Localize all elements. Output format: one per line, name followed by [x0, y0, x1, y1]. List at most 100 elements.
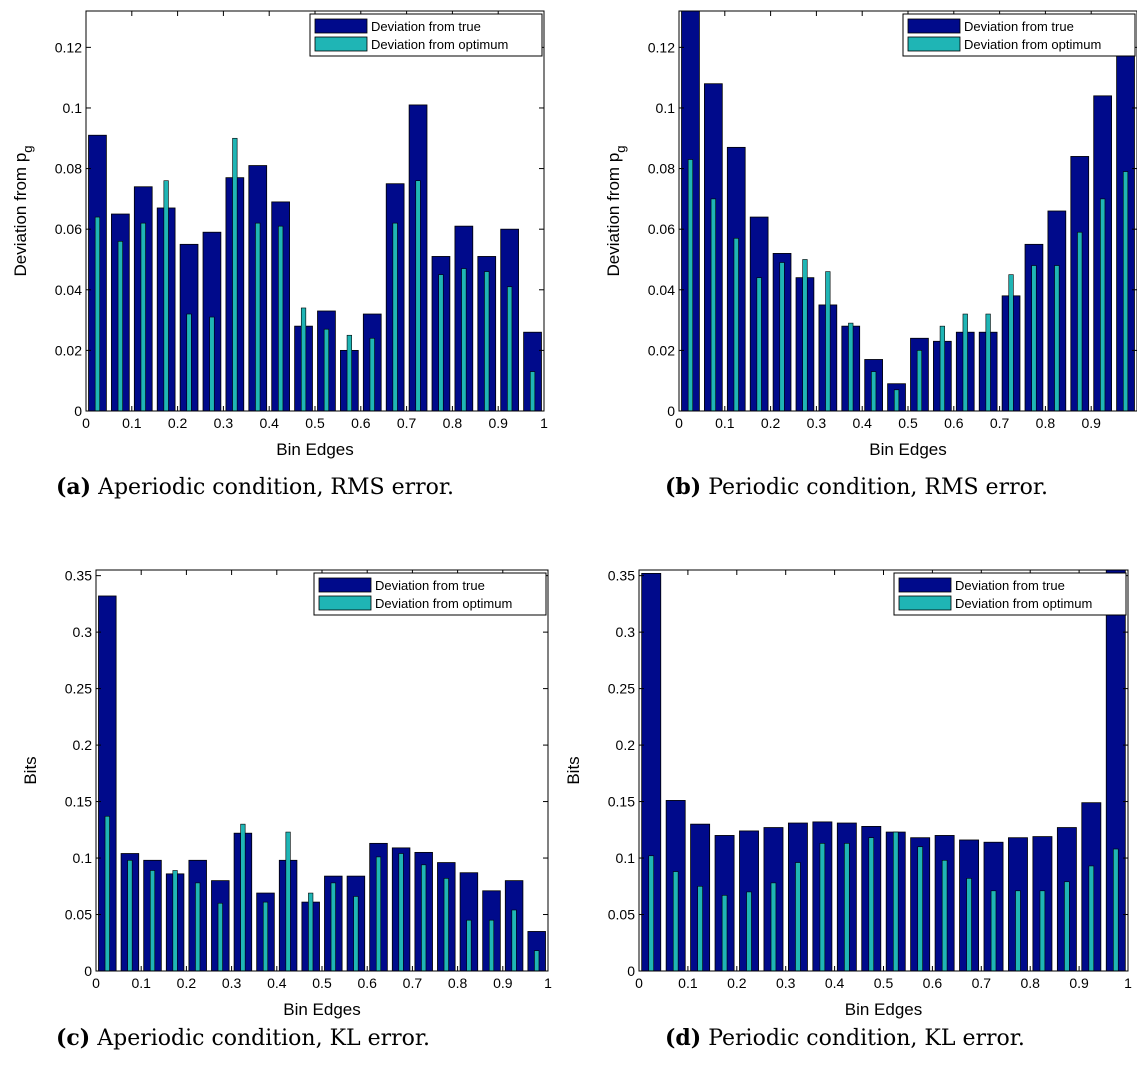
legend-label: Deviation from optimum	[371, 37, 508, 52]
y-tick-label: 0.05	[65, 907, 92, 923]
bar-optimum	[369, 337, 375, 412]
bar-optimum	[939, 325, 945, 412]
x-tick-label: 0.3	[807, 415, 827, 431]
x-tick-label: 0.9	[488, 415, 508, 431]
x-tick-label: 0.6	[357, 975, 377, 991]
x-axis-label: Bin Edges	[845, 1000, 923, 1019]
y-tick-label: 0.15	[608, 794, 635, 810]
legend-swatch	[907, 18, 961, 34]
x-tick-label: 1	[544, 975, 552, 991]
caption-tag: (b)	[665, 474, 702, 500]
bar-optimum	[232, 137, 238, 412]
chart-b: 0 0.1 0.2 0.3 0.4 0.5 0.6 0.7 0.8 0.9 0 0.02 0.04 0.0…	[604, 10, 1137, 459]
y-tick-label: 0	[627, 963, 635, 979]
caption-b: (b) Periodic condition, RMS error.	[665, 474, 1048, 500]
bar-optimum	[848, 322, 854, 412]
y-tick-label: 0.02	[55, 342, 82, 358]
caption-d: (d) Periodic condition, KL error.	[665, 1025, 1025, 1051]
bar-optimum	[186, 313, 192, 412]
x-tick-label: 0.7	[972, 975, 992, 991]
bar-optimum	[687, 159, 694, 412]
legend-swatch	[318, 595, 372, 611]
y-tick-label: 0.08	[648, 161, 675, 177]
x-tick-label: 0.3	[222, 975, 242, 991]
x-tick-label: 0.2	[761, 415, 781, 431]
x-axis-label: Bin Edges	[276, 440, 354, 459]
legend: Deviation from true Deviation from optimu…	[893, 572, 1127, 616]
legend-label: Deviation from optimum	[375, 596, 512, 611]
x-tick-label: 0.5	[874, 975, 894, 991]
x-tick-label: 0	[635, 975, 643, 991]
chart-panel-b: 0 0.1 0.2 0.3 0.4 0.5 0.6 0.7 0.8 0.9 0 0.02 0.04 0.0…	[585, 0, 1137, 530]
bar-optimum	[398, 853, 404, 972]
bar-optimum	[868, 837, 875, 972]
y-tick-label: 0.3	[73, 624, 93, 640]
legend: Deviation from true Deviation from optimu…	[902, 13, 1136, 57]
caption-text: Periodic condition, RMS error.	[708, 475, 1048, 500]
y-tick-label: 0.02	[648, 342, 675, 358]
x-tick-label: 0.4	[852, 415, 872, 431]
bar-optimum	[461, 268, 467, 412]
bar-optimum	[240, 823, 246, 972]
x-tick-label: 0.4	[267, 975, 287, 991]
x-tick-label: 0	[82, 415, 90, 431]
y-tick-label: 0.04	[55, 282, 82, 298]
bar-optimum	[375, 856, 382, 972]
bar-optimum	[529, 371, 536, 412]
bar-optimum	[648, 855, 654, 972]
bar-optimum	[127, 859, 133, 972]
y-axis-label: Bits	[21, 756, 40, 784]
chart-panel-a: 0 0.1 0.2 0.3 0.4 0.5 0.6 0.7 0.8 0.9 1 0 0.02 0.04 0.…	[0, 0, 560, 530]
caption-tag: (c)	[56, 1025, 91, 1051]
bar-optimum	[507, 286, 513, 412]
bar-optimum	[195, 882, 201, 972]
y-tick-label: 0.25	[608, 681, 635, 697]
caption-text: Aperiodic condition, RMS error.	[98, 475, 454, 500]
bar-optimum	[1122, 171, 1129, 412]
y-tick-label: 0	[667, 403, 675, 419]
y-tick-label: 0.25	[65, 681, 92, 697]
x-tick-label: 0.7	[397, 415, 417, 431]
x-tick-label: 0.7	[990, 415, 1010, 431]
bar-optimum	[484, 271, 490, 412]
y-tick-label: 0.08	[55, 161, 82, 177]
bar-optimum	[697, 885, 703, 972]
y-tick-label: 0.05	[608, 907, 635, 923]
bar-optimum	[285, 831, 291, 972]
x-tick-label: 0.7	[403, 975, 423, 991]
legend-swatch	[907, 36, 961, 52]
bar-optimum	[278, 225, 284, 412]
y-tick-label: 0.06	[648, 221, 675, 237]
bar-optimum	[966, 878, 972, 972]
legend-label: Deviation from optimum	[964, 37, 1101, 52]
bar-optimum	[962, 313, 968, 412]
bar-optimum	[721, 895, 728, 972]
x-tick-label: 0.8	[448, 975, 468, 991]
caption-c: (c) Aperiodic condition, KL error.	[56, 1025, 430, 1051]
bar-optimum	[1015, 890, 1021, 972]
y-tick-label: 0.1	[616, 850, 636, 866]
bar-optimum	[672, 871, 679, 972]
bar-optimum	[443, 878, 449, 972]
y-tick-label: 0.1	[73, 850, 93, 866]
x-axis-label: Bin Edges	[869, 440, 947, 459]
bar-optimum	[262, 901, 269, 972]
x-tick-label: 1	[1124, 975, 1132, 991]
bar-optimum	[330, 882, 336, 972]
caption-text: Aperiodic condition, KL error.	[97, 1026, 431, 1051]
legend-label: Deviation from true	[955, 578, 1065, 593]
bar-optimum	[438, 274, 444, 412]
x-tick-label: 0.1	[131, 975, 151, 991]
caption-text: Periodic condition, KL error.	[708, 1026, 1025, 1051]
bar-optimum	[1039, 890, 1046, 972]
y-tick-label: 0.35	[608, 568, 635, 584]
bar-optimum	[421, 864, 427, 972]
x-axis-label: Bin Edges	[283, 1000, 361, 1019]
chart-c: 0 0.1 0.2 0.3 0.4 0.5 0.6 0.7 0.8 0.9 1 0 0.05 0.1 0.1…	[21, 568, 552, 1019]
legend-label: Deviation from optimum	[955, 596, 1092, 611]
legend: Deviation from true Deviation from optimu…	[309, 13, 543, 57]
y-tick-label: 0.1	[656, 100, 676, 116]
x-tick-label: 0.5	[305, 415, 325, 431]
x-tick-label: 0	[92, 975, 100, 991]
bar-optimum	[255, 222, 261, 412]
